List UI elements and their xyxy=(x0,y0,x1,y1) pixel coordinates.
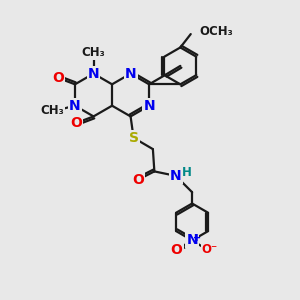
Text: N: N xyxy=(186,233,198,248)
Text: O: O xyxy=(52,71,64,85)
Text: CH₃: CH₃ xyxy=(82,46,105,59)
Text: O⁻: O⁻ xyxy=(202,243,218,256)
Text: N: N xyxy=(69,99,81,113)
Text: O: O xyxy=(171,243,183,257)
Text: CH₃: CH₃ xyxy=(41,104,64,117)
Text: +: + xyxy=(194,233,202,243)
Text: N: N xyxy=(88,67,99,81)
Text: O: O xyxy=(70,116,82,130)
Text: H: H xyxy=(182,167,192,179)
Text: OCH₃: OCH₃ xyxy=(200,25,233,38)
Text: N: N xyxy=(170,169,182,183)
Text: N: N xyxy=(125,67,136,81)
Text: S: S xyxy=(129,131,139,145)
Text: N: N xyxy=(143,99,155,113)
Text: O: O xyxy=(132,173,144,187)
